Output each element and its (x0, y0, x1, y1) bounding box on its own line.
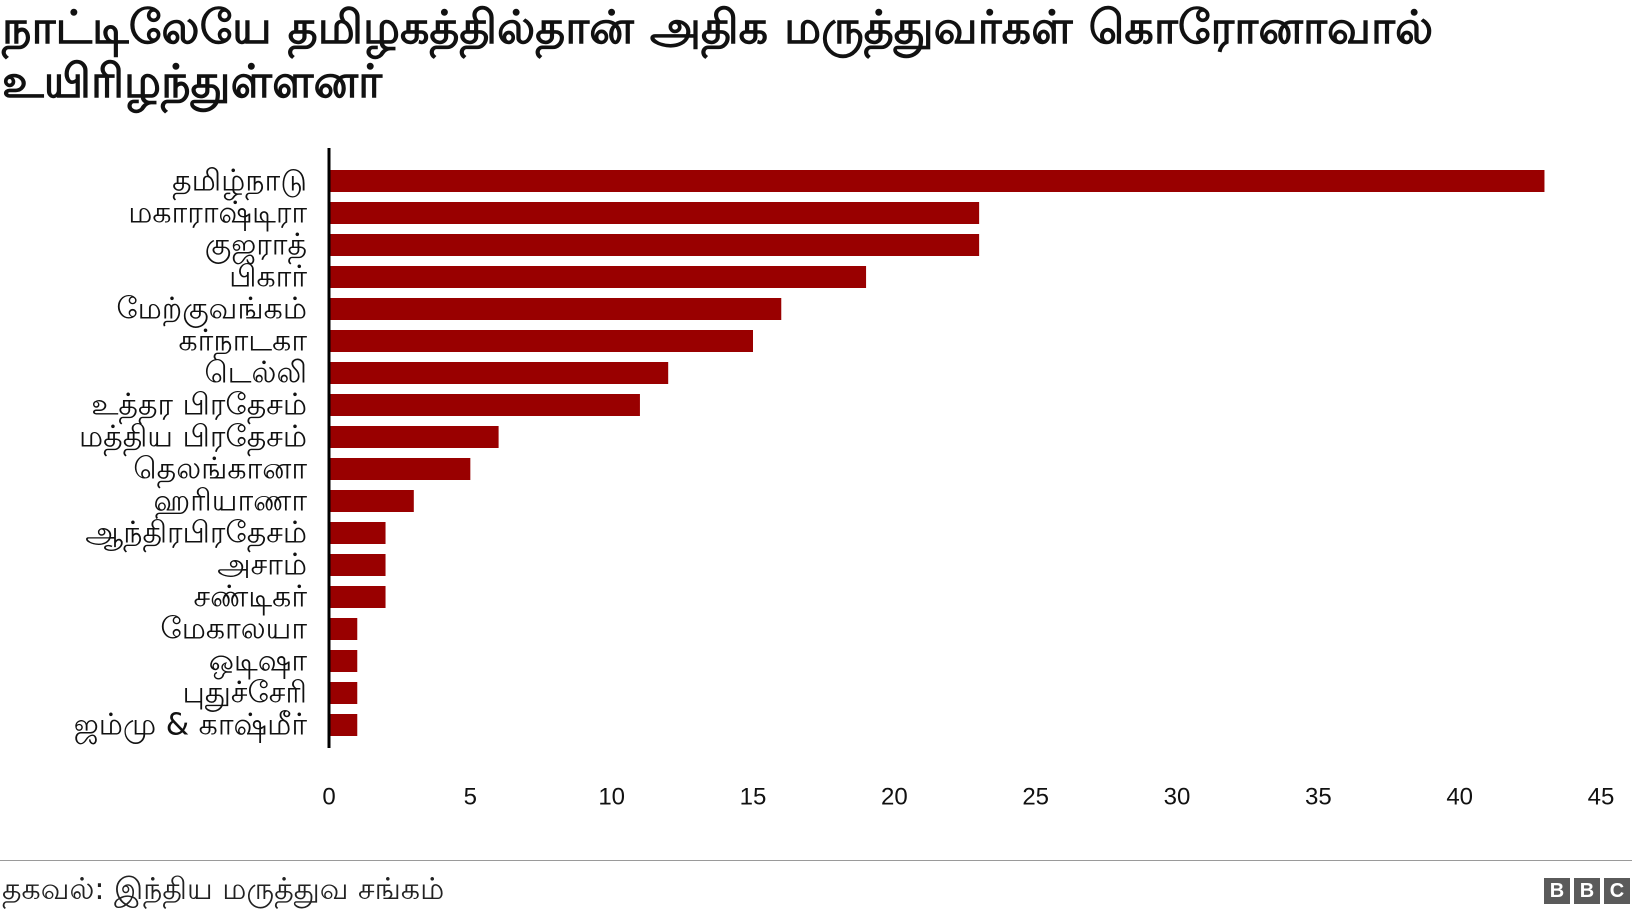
chart-title: நாட்டிலேயே தமிழகத்தில்தான் அதிக மருத்துவ… (2, 0, 1434, 108)
bar (329, 682, 358, 704)
x-tick-label: 45 (1588, 784, 1615, 811)
bar (329, 394, 640, 416)
category-label: தெலங்கானா (133, 452, 307, 489)
category-label: உத்தர பிரதேசம் (91, 388, 307, 425)
x-tick-label: 15 (740, 784, 767, 811)
bar (329, 202, 980, 224)
bar (329, 490, 414, 512)
category-label: மத்திய பிரதேசம் (79, 420, 307, 457)
x-tick-label: 25 (1022, 784, 1049, 811)
bar (329, 234, 980, 256)
bar (329, 650, 358, 672)
category-labels-group: தமிழ்நாடுமகாராஷ்டிராகுஜராத்பிகார்மேற்குவ… (74, 164, 308, 745)
x-tick-label: 10 (598, 784, 625, 811)
category-label: டெல்லி (204, 356, 307, 391)
category-label: தமிழ்நாடு (172, 164, 307, 201)
x-tick-label: 5 (464, 784, 477, 811)
bbc-logo: B B C (1544, 878, 1630, 904)
x-tick-labels-group: 0 5 10 15 20 25 30 35 40 45 (322, 784, 1614, 811)
bar (329, 522, 386, 544)
x-tick-label: 30 (1164, 784, 1191, 811)
category-label: புதுச்சேரி (183, 676, 307, 712)
bar-chart: தமிழ்நாடுமகாராஷ்டிராகுஜராத்பிகார்மேற்குவ… (74, 148, 1614, 811)
category-label: ஆந்திரபிரதேசம் (85, 516, 307, 553)
x-tick-label: 40 (1446, 784, 1473, 811)
bar (329, 362, 669, 384)
category-label: கர்நாடகா (178, 324, 307, 361)
category-label: மேற்குவங்கம் (116, 292, 307, 328)
bars-group (329, 170, 1545, 736)
bar (329, 618, 358, 640)
x-tick-label: 35 (1305, 784, 1332, 811)
category-label: ஹரியாணா (153, 484, 307, 519)
category-label: ஒடிஷா (209, 644, 308, 680)
category-label: அசாம் (217, 548, 307, 583)
category-label: சண்டிகர் (193, 580, 307, 616)
bbc-logo-letter: B (1574, 878, 1600, 904)
bar (329, 330, 753, 352)
x-tick-label: 20 (881, 784, 908, 811)
bar (329, 714, 358, 736)
category-label: பிகார் (229, 260, 307, 295)
bar (329, 554, 386, 576)
source-note: தகவல்: இந்திய மருத்துவ சங்கம் (2, 872, 445, 907)
bar (329, 170, 1545, 192)
bar (329, 266, 867, 288)
category-label: ஜம்மு & காஷ்மீர் (74, 708, 308, 745)
bbc-logo-letter: B (1544, 878, 1570, 904)
x-tick-label: 0 (322, 784, 335, 811)
bar (329, 586, 386, 608)
bar (329, 426, 499, 448)
bar (329, 298, 782, 320)
category-label: மேகாலயா (160, 612, 307, 647)
bar (329, 458, 471, 480)
category-label: மகாராஷ்டிரா (128, 196, 307, 232)
bbc-logo-letter: C (1604, 878, 1630, 904)
category-label: குஜராத் (205, 228, 307, 265)
footer-divider (0, 860, 1632, 861)
